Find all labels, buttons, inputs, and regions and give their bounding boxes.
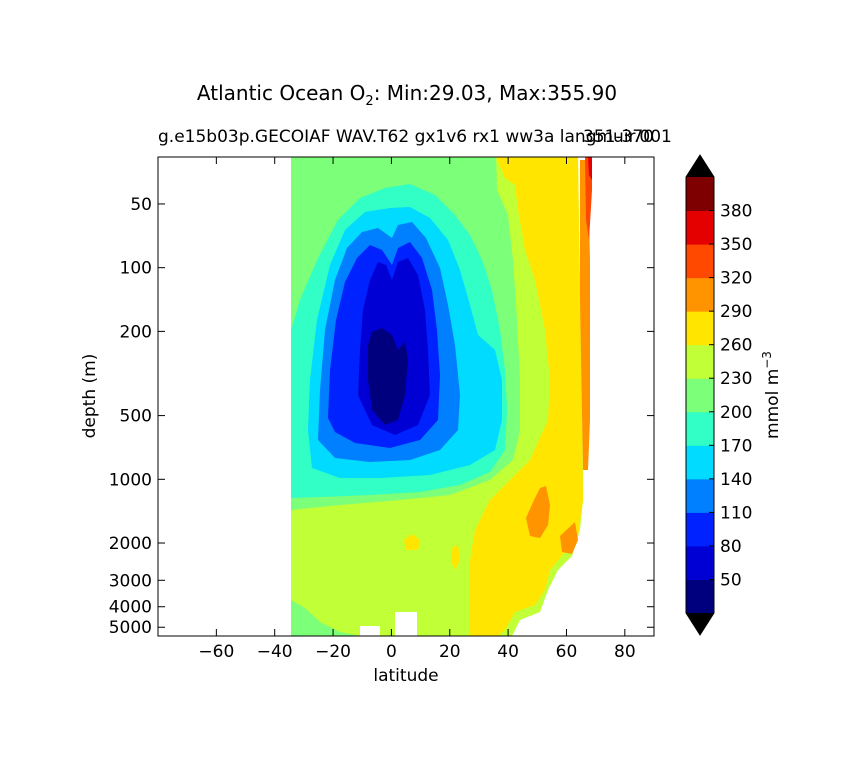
colorbar-tick-label: 350 bbox=[720, 235, 752, 255]
colorbar-segment bbox=[686, 579, 714, 614]
colorbar-extend-bottom bbox=[686, 613, 714, 635]
colorbar-tick-label: 260 bbox=[720, 336, 752, 356]
y-tick-label: 1000 bbox=[109, 470, 152, 490]
colorbar-label-exp: −3 bbox=[760, 351, 774, 369]
colorbar-outline bbox=[685, 154, 715, 636]
contour-band-260 bbox=[470, 157, 583, 636]
colorbar-tick-label: 230 bbox=[720, 369, 752, 389]
x-axis-label: latitude bbox=[373, 666, 438, 686]
y-tick-label: 500 bbox=[120, 407, 152, 427]
contour-band-200-bottom bbox=[291, 600, 360, 636]
colorbar-segment bbox=[686, 445, 714, 480]
y-tick-label: 200 bbox=[120, 322, 152, 342]
x-tick-label: 20 bbox=[439, 642, 461, 662]
x-axis: −60 −40 −20 0 20 40 60 80 bbox=[198, 157, 636, 662]
colorbar-tick-label: 140 bbox=[720, 470, 752, 490]
y-axis-label: depth (m) bbox=[80, 354, 100, 439]
contour-band-350 bbox=[588, 157, 592, 180]
colorbar-segment bbox=[686, 378, 714, 413]
bottom-mask-1 bbox=[360, 626, 380, 636]
chart-subtitle-left: g.e15b03p.GECOIAF WAV.T62 gx1v6 rx1 ww3a… bbox=[158, 127, 672, 147]
colorbar-tick-label: 110 bbox=[720, 503, 752, 523]
colorbar-segment bbox=[686, 277, 714, 312]
y-tick-label: 50 bbox=[130, 195, 152, 215]
colorbar-tick-label: 50 bbox=[720, 570, 742, 590]
plot-frame bbox=[157, 156, 655, 637]
colorbar: 50 80 110 140 170 200 230 260 290 320 350 380 bbox=[685, 154, 752, 636]
chart-title-suffix: : Min:29.03, Max:355.90 bbox=[374, 81, 617, 105]
x-tick-label: 0 bbox=[386, 642, 397, 662]
colorbar-tick-label: 200 bbox=[720, 403, 752, 423]
colorbar-segment bbox=[686, 177, 714, 212]
colorbar-tick-label: 170 bbox=[720, 436, 752, 456]
contour-band-290-patch bbox=[526, 486, 550, 538]
contour-band-260-deep bbox=[470, 540, 530, 636]
y-tick-label: 5000 bbox=[109, 618, 152, 638]
colorbar-segment bbox=[686, 311, 714, 346]
x-tick-label: 80 bbox=[614, 642, 636, 662]
x-tick-label: 60 bbox=[556, 642, 578, 662]
colorbar-tick-label: 80 bbox=[720, 537, 742, 557]
x-tick-label: −60 bbox=[198, 642, 234, 662]
colorbar-segment bbox=[686, 411, 714, 446]
colorbar-tick-label: 380 bbox=[720, 202, 752, 222]
contour-band-260-patch-1 bbox=[404, 534, 420, 550]
colorbar-segment bbox=[686, 478, 714, 513]
chart-title: Atlantic Ocean O2: Min:29.03, Max:355.90 bbox=[197, 81, 617, 109]
bottom-mask-2 bbox=[395, 612, 417, 636]
colorbar-tick-label: 290 bbox=[720, 302, 752, 322]
x-tick-label: 40 bbox=[497, 642, 519, 662]
contour-band-260-patch-2 bbox=[451, 545, 460, 570]
colorbar-segment bbox=[686, 244, 714, 279]
chart-title-subscript: 2 bbox=[365, 94, 373, 109]
y-tick-label: 2000 bbox=[109, 534, 152, 554]
y-tick-label: 100 bbox=[120, 259, 152, 279]
chart-subtitle-right: 351-370 bbox=[583, 127, 654, 147]
y-tick-label: 3000 bbox=[109, 571, 152, 591]
contour-field bbox=[291, 157, 592, 636]
colorbar-segment bbox=[686, 344, 714, 379]
colorbar-label: mmol m−3 bbox=[760, 351, 783, 439]
contour-band-320 bbox=[585, 157, 592, 240]
colorbar-extend-top bbox=[686, 155, 714, 177]
colorbar-segment bbox=[686, 210, 714, 245]
contour-band-20 bbox=[368, 328, 408, 425]
plot-area bbox=[157, 156, 655, 637]
x-tick-label: −20 bbox=[315, 642, 351, 662]
colorbar-label-base: mmol m bbox=[763, 369, 783, 439]
x-tick-label: −40 bbox=[257, 642, 293, 662]
colorbar-segment bbox=[686, 545, 714, 580]
y-tick-label: 4000 bbox=[109, 598, 152, 618]
colorbar-tick-label: 320 bbox=[720, 269, 752, 289]
contour-band-290-deep bbox=[560, 522, 578, 554]
colorbar-segment bbox=[686, 512, 714, 547]
chart-title-prefix: Atlantic Ocean O bbox=[197, 81, 366, 105]
contour-band-290-north bbox=[580, 160, 590, 470]
